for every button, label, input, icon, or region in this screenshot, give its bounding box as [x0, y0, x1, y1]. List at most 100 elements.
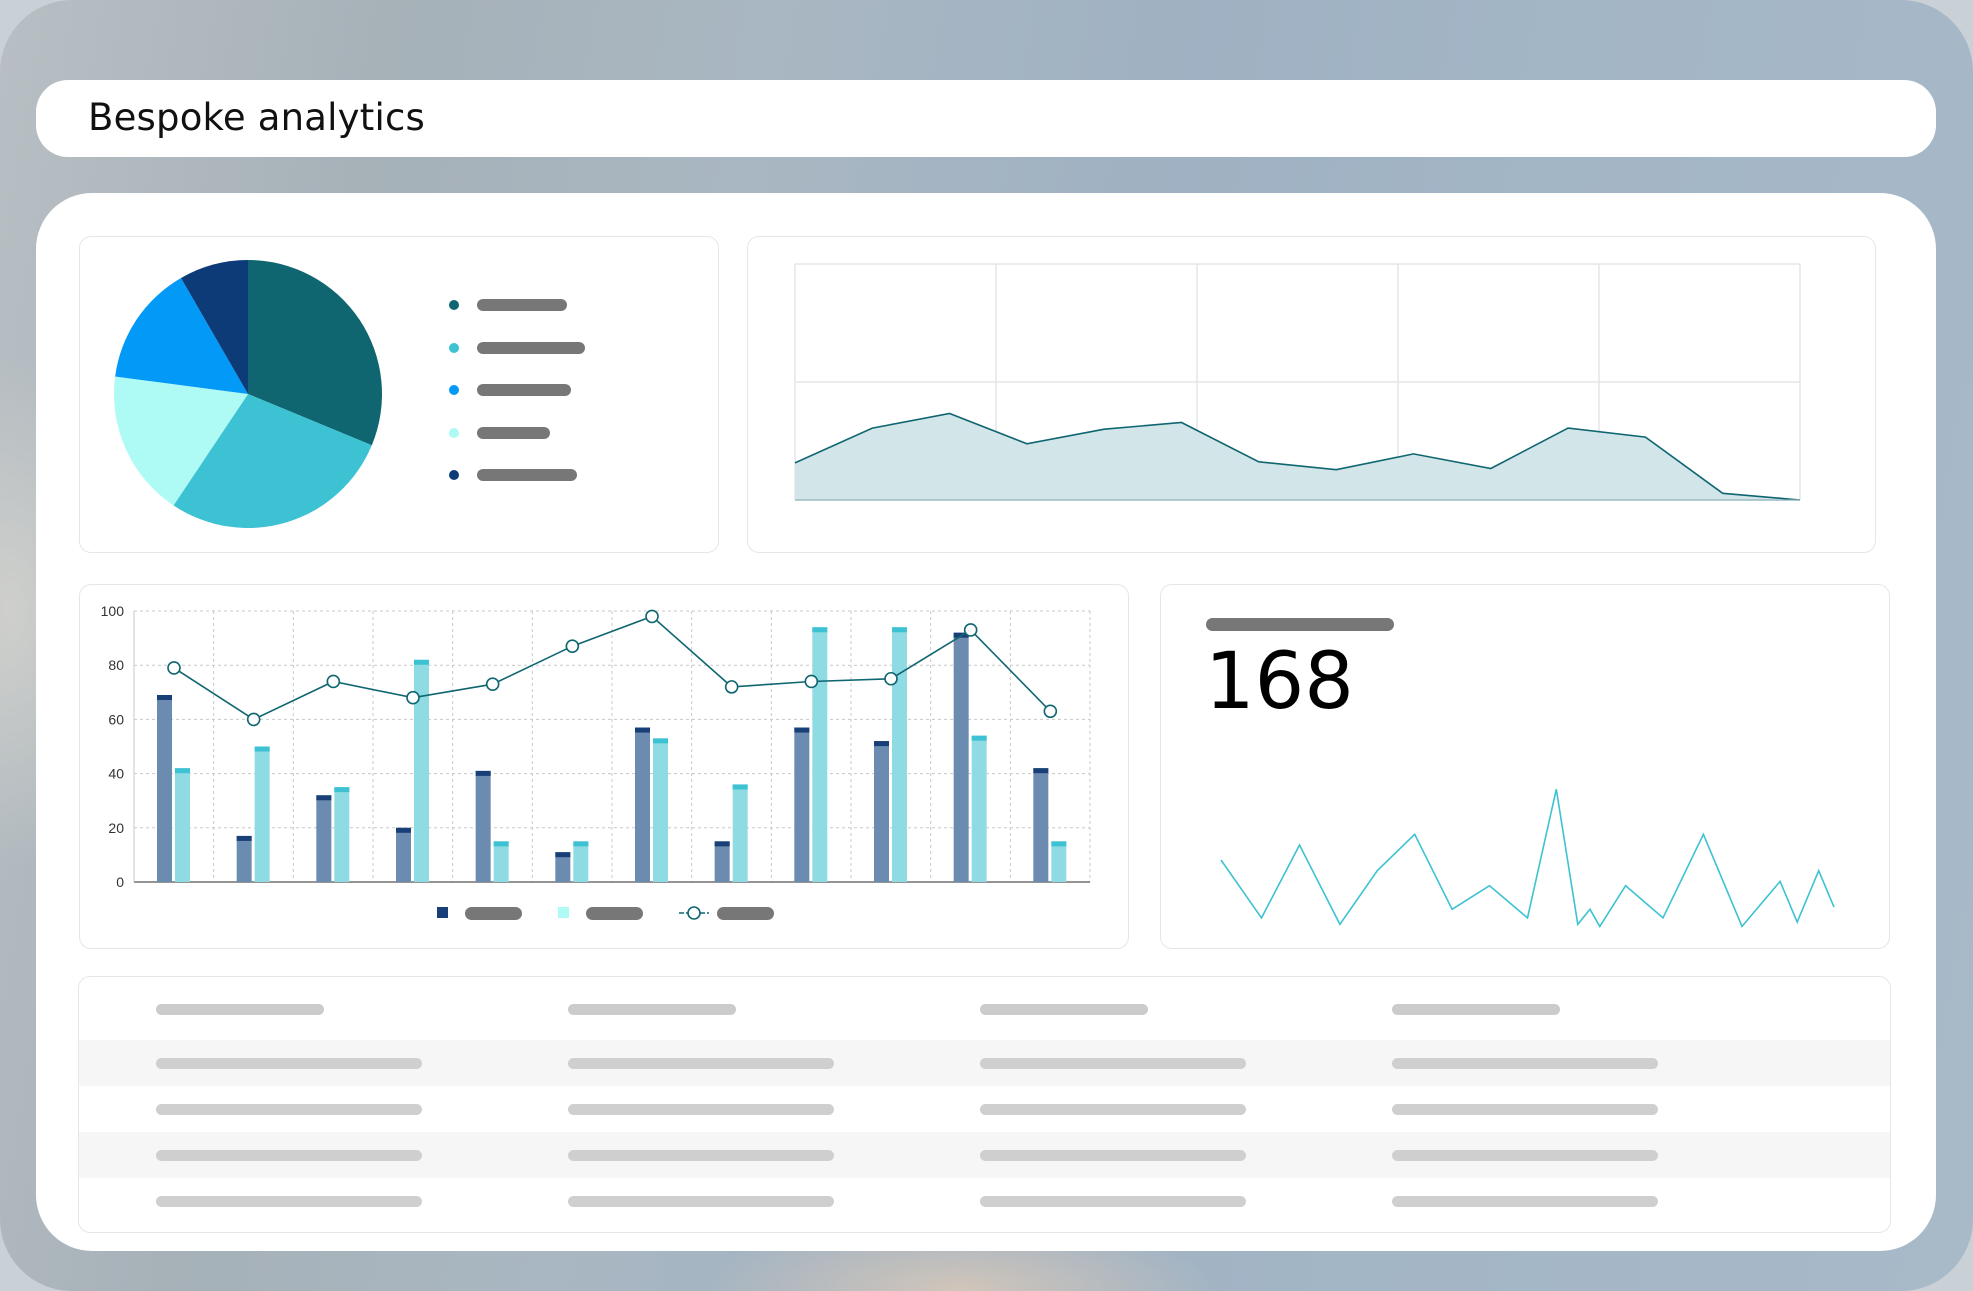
y-tick-label: 60	[108, 711, 124, 727]
bar-series-2	[732, 784, 748, 882]
line-point	[565, 639, 580, 654]
line-point	[963, 623, 978, 637]
bar-cap	[892, 627, 907, 633]
legend-marker	[687, 906, 701, 920]
y-tick-label: 0	[116, 874, 124, 890]
bar-cap	[874, 741, 889, 747]
table-row	[79, 1178, 1890, 1224]
pie-slice-4	[115, 277, 248, 394]
line-point	[485, 677, 500, 691]
bar-cap	[794, 727, 810, 733]
legend-label-placeholder-2	[477, 341, 585, 354]
legend-marker-5	[449, 470, 459, 480]
legend-label-placeholder-5	[477, 469, 577, 481]
dashboard-panel: 0 20 40 60 80 100 168	[36, 193, 1936, 1251]
data-table	[78, 976, 1891, 1233]
legend-label-placeholder-3	[477, 384, 571, 396]
table-cell-placeholder	[568, 1150, 834, 1161]
bar-cap	[316, 795, 332, 801]
title-bar: Bespoke analytics	[36, 80, 1936, 157]
area-chart	[794, 263, 1801, 501]
bar-cap	[157, 695, 172, 701]
bar-series-2	[573, 841, 589, 882]
bar-series-1	[714, 841, 730, 882]
y-tick-label: 100	[101, 603, 125, 619]
bar-cap	[236, 835, 252, 841]
table-cell-placeholder	[980, 1150, 1246, 1161]
bar-series-1	[157, 695, 172, 882]
bar-series-1	[236, 835, 252, 882]
bar-series-1	[396, 827, 411, 882]
bar-cap	[254, 746, 270, 752]
area-chart-card	[747, 236, 1876, 553]
y-tick-label: 80	[108, 657, 124, 673]
bar-series-1	[874, 741, 889, 882]
line-point	[406, 690, 420, 705]
legend-label-placeholder	[717, 907, 774, 920]
column-header	[568, 1004, 736, 1015]
table-cell-placeholder	[1392, 1058, 1658, 1069]
kpi-value: 168	[1205, 637, 1354, 727]
table-cell-placeholder	[568, 1196, 834, 1207]
bar-series-1	[794, 727, 810, 882]
bar-series-2	[175, 768, 190, 882]
y-tick-label: 20	[108, 820, 124, 836]
bar-cap	[175, 768, 190, 774]
line-point	[645, 609, 659, 624]
line-point	[167, 661, 181, 675]
table-cell-placeholder	[568, 1104, 834, 1115]
bar-cap	[1051, 841, 1067, 847]
bar-series-2	[414, 659, 429, 882]
legend-label-placeholder	[465, 907, 522, 920]
column-header	[1392, 1004, 1560, 1015]
legend-label-placeholder	[586, 907, 643, 920]
pie-slice-3	[114, 376, 249, 506]
line-point	[724, 680, 739, 694]
bar-line-chart: 0 20 40 60 80 100	[101, 603, 1091, 920]
sparkline	[1220, 789, 1835, 928]
combo-grid	[133, 610, 1091, 882]
line-point	[246, 712, 261, 727]
bar-series-2	[254, 746, 270, 882]
table-cell-placeholder	[156, 1196, 422, 1207]
table-cell-placeholder	[156, 1058, 422, 1069]
pie-slice-5	[181, 260, 248, 394]
bar-series-1	[635, 727, 650, 882]
pie-slice-1	[248, 260, 383, 446]
table-row	[79, 1086, 1890, 1132]
table-row	[79, 1132, 1890, 1178]
line-series	[173, 615, 1051, 721]
combo-legend	[437, 906, 774, 920]
line-point	[804, 674, 819, 689]
table-cell-placeholder	[1392, 1150, 1658, 1161]
line-point	[326, 674, 341, 689]
legend-marker	[558, 907, 569, 918]
column-header	[980, 1004, 1148, 1015]
bar-series-2	[892, 627, 907, 882]
legend-marker-4	[449, 427, 459, 438]
bar-series-2	[1051, 841, 1067, 882]
column-header	[156, 1004, 324, 1015]
table-cell-placeholder	[568, 1058, 834, 1069]
app-title: Bespoke analytics	[88, 96, 425, 139]
legend-marker	[437, 907, 448, 918]
legend-label-placeholder-4	[477, 426, 550, 439]
line-point	[884, 671, 898, 686]
bar-series-2	[493, 841, 509, 882]
bar-cap	[812, 627, 828, 633]
legend-marker-2	[449, 342, 459, 353]
bar-cap	[971, 735, 987, 741]
table-cell-placeholder	[1392, 1196, 1658, 1207]
bar-cap	[573, 841, 589, 847]
table-cell-placeholder	[980, 1104, 1246, 1115]
bar-series-1	[316, 795, 332, 882]
sparkline-chart	[1220, 789, 1835, 928]
bar-series-2	[971, 735, 987, 882]
bar-cap	[714, 841, 730, 847]
bar-cap	[653, 738, 668, 744]
table-cell-placeholder	[156, 1104, 422, 1115]
table-cell-placeholder	[156, 1150, 422, 1161]
y-tick-label: 40	[108, 766, 124, 782]
legend-label-placeholder-1	[477, 299, 567, 311]
bar-series-1	[953, 632, 969, 882]
